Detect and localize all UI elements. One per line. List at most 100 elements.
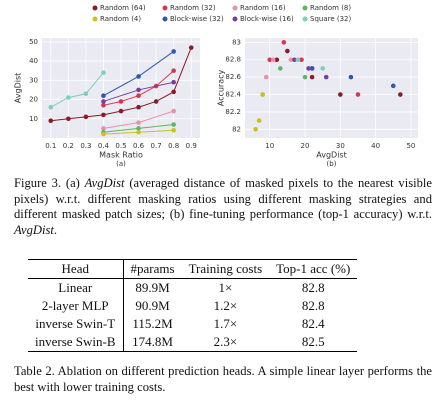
x-tick-label: 0.3: [80, 142, 91, 150]
data-point: [101, 131, 106, 137]
data-point: [285, 48, 290, 54]
caption-text: AvgDist: [14, 222, 54, 237]
y-tick-label: 82.2: [225, 108, 241, 116]
y-tick-label: 83: [232, 38, 241, 46]
data-point: [299, 57, 304, 63]
y-tick-label: 50: [29, 38, 38, 46]
data-point: [292, 57, 297, 63]
table-cell: Training costs: [188, 261, 263, 276]
table-cell: Top-1 acc (%): [276, 261, 351, 276]
table-cell: 1.7×: [213, 316, 238, 331]
y-axis-label: AvgDist: [14, 73, 23, 104]
data-point: [101, 99, 106, 104]
plot-background: [245, 38, 418, 138]
data-point: [306, 66, 311, 71]
data-point: [398, 92, 403, 97]
table-cell: 82.5: [301, 334, 325, 349]
data-point: [309, 74, 315, 80]
data-point: [171, 49, 176, 54]
data-point: [267, 57, 273, 63]
legend-marker: [162, 16, 168, 22]
table-row: 2-layer MLP 90.9M 1.2× 82.8: [28, 297, 357, 315]
data-point: [101, 126, 106, 131]
data-point: [118, 99, 124, 104]
x-tick-label: 0.1: [45, 142, 56, 150]
data-point: [281, 40, 287, 45]
panel-label: (a): [116, 160, 126, 168]
y-axis-label: Accuracy: [217, 69, 226, 106]
legend-marker: [302, 16, 308, 22]
table: Head #params Training costs Top-1 acc (%) Li…: [28, 259, 358, 352]
figure-caption: Figure 3. (a) AvgDist (averaged distance…: [14, 176, 432, 238]
data-point: [355, 92, 361, 97]
data-point: [171, 89, 176, 95]
x-tick-label: 20: [301, 142, 310, 150]
legend-label: Square (32): [310, 15, 352, 23]
x-tick-label: 0.2: [63, 142, 74, 150]
x-tick-label: 10: [265, 142, 274, 150]
data-point: [278, 66, 283, 71]
legend-marker: [302, 5, 308, 11]
data-point: [338, 92, 343, 97]
data-point: [101, 93, 106, 98]
data-point: [171, 108, 176, 114]
legend-label: Random (8): [310, 4, 351, 12]
data-point: [83, 91, 89, 97]
data-point: [171, 122, 176, 127]
table-cell: Linear: [28, 278, 124, 297]
table-cell: 2-layer MLP: [28, 297, 124, 315]
table-row: inverse Swin-T 115.2M 1.7× 82.4: [28, 315, 357, 333]
data-point: [390, 83, 396, 89]
x-tick-label: 0.6: [133, 142, 145, 150]
table-cell: 174.8M: [132, 334, 173, 349]
legend-label: Random (16): [240, 4, 286, 12]
x-tick-label: 0.9: [186, 142, 197, 150]
data-point: [348, 74, 354, 80]
panel-label: (b): [327, 160, 337, 168]
data-point: [153, 99, 159, 104]
y-tick-label: 82.4: [225, 91, 241, 99]
x-tick-label: 0.7: [151, 142, 162, 150]
data-point: [101, 103, 106, 108]
table-cell: 82.8: [301, 298, 325, 313]
x-tick-label: 0.5: [115, 142, 126, 150]
table-cell: inverse Swin-T: [28, 315, 124, 333]
data-point: [256, 118, 262, 123]
table-cell: 82.4: [301, 316, 325, 331]
data-point: [270, 57, 276, 63]
legend-label: Random (32): [170, 4, 216, 12]
x-tick-label: 30: [336, 142, 345, 150]
data-point: [171, 68, 176, 73]
figure: Random (64) Random (32) Random (16) Random …: [14, 4, 418, 168]
data-point: [136, 126, 141, 131]
data-point: [323, 74, 329, 80]
data-point: [171, 128, 176, 133]
data-point: [136, 129, 141, 135]
y-tick-label: 30: [29, 76, 38, 84]
data-point: [66, 116, 71, 122]
data-point: [136, 74, 141, 79]
table-cell: 1×: [218, 280, 233, 295]
header-row: Head #params Training costs Top-1 acc (%): [28, 259, 358, 279]
legend-label: Random (4): [100, 15, 141, 23]
data-point: [66, 95, 71, 100]
x-axis-label: AvgDist: [316, 151, 347, 160]
caption-text: (averaged distance of masked pixels to t…: [14, 176, 433, 221]
y-tick-label: 82.6: [225, 73, 241, 81]
caption-text: AvgDist: [84, 176, 125, 190]
y-tick-label: 10: [29, 115, 38, 123]
series-line: [50, 72, 104, 108]
data-point: [136, 93, 141, 98]
data-point: [101, 70, 106, 75]
data-point: [295, 57, 301, 63]
caption-text: .: [53, 222, 58, 237]
data-point: [288, 57, 294, 63]
table-cell: Head: [28, 259, 124, 279]
y-tick-label: 40: [29, 57, 38, 65]
data-point: [302, 74, 308, 80]
table-cell: inverse Swin-B: [28, 333, 124, 352]
y-tick-label: 82.8: [225, 56, 241, 64]
x-tick-label: 40: [371, 142, 380, 150]
legend-marker: [92, 16, 98, 22]
